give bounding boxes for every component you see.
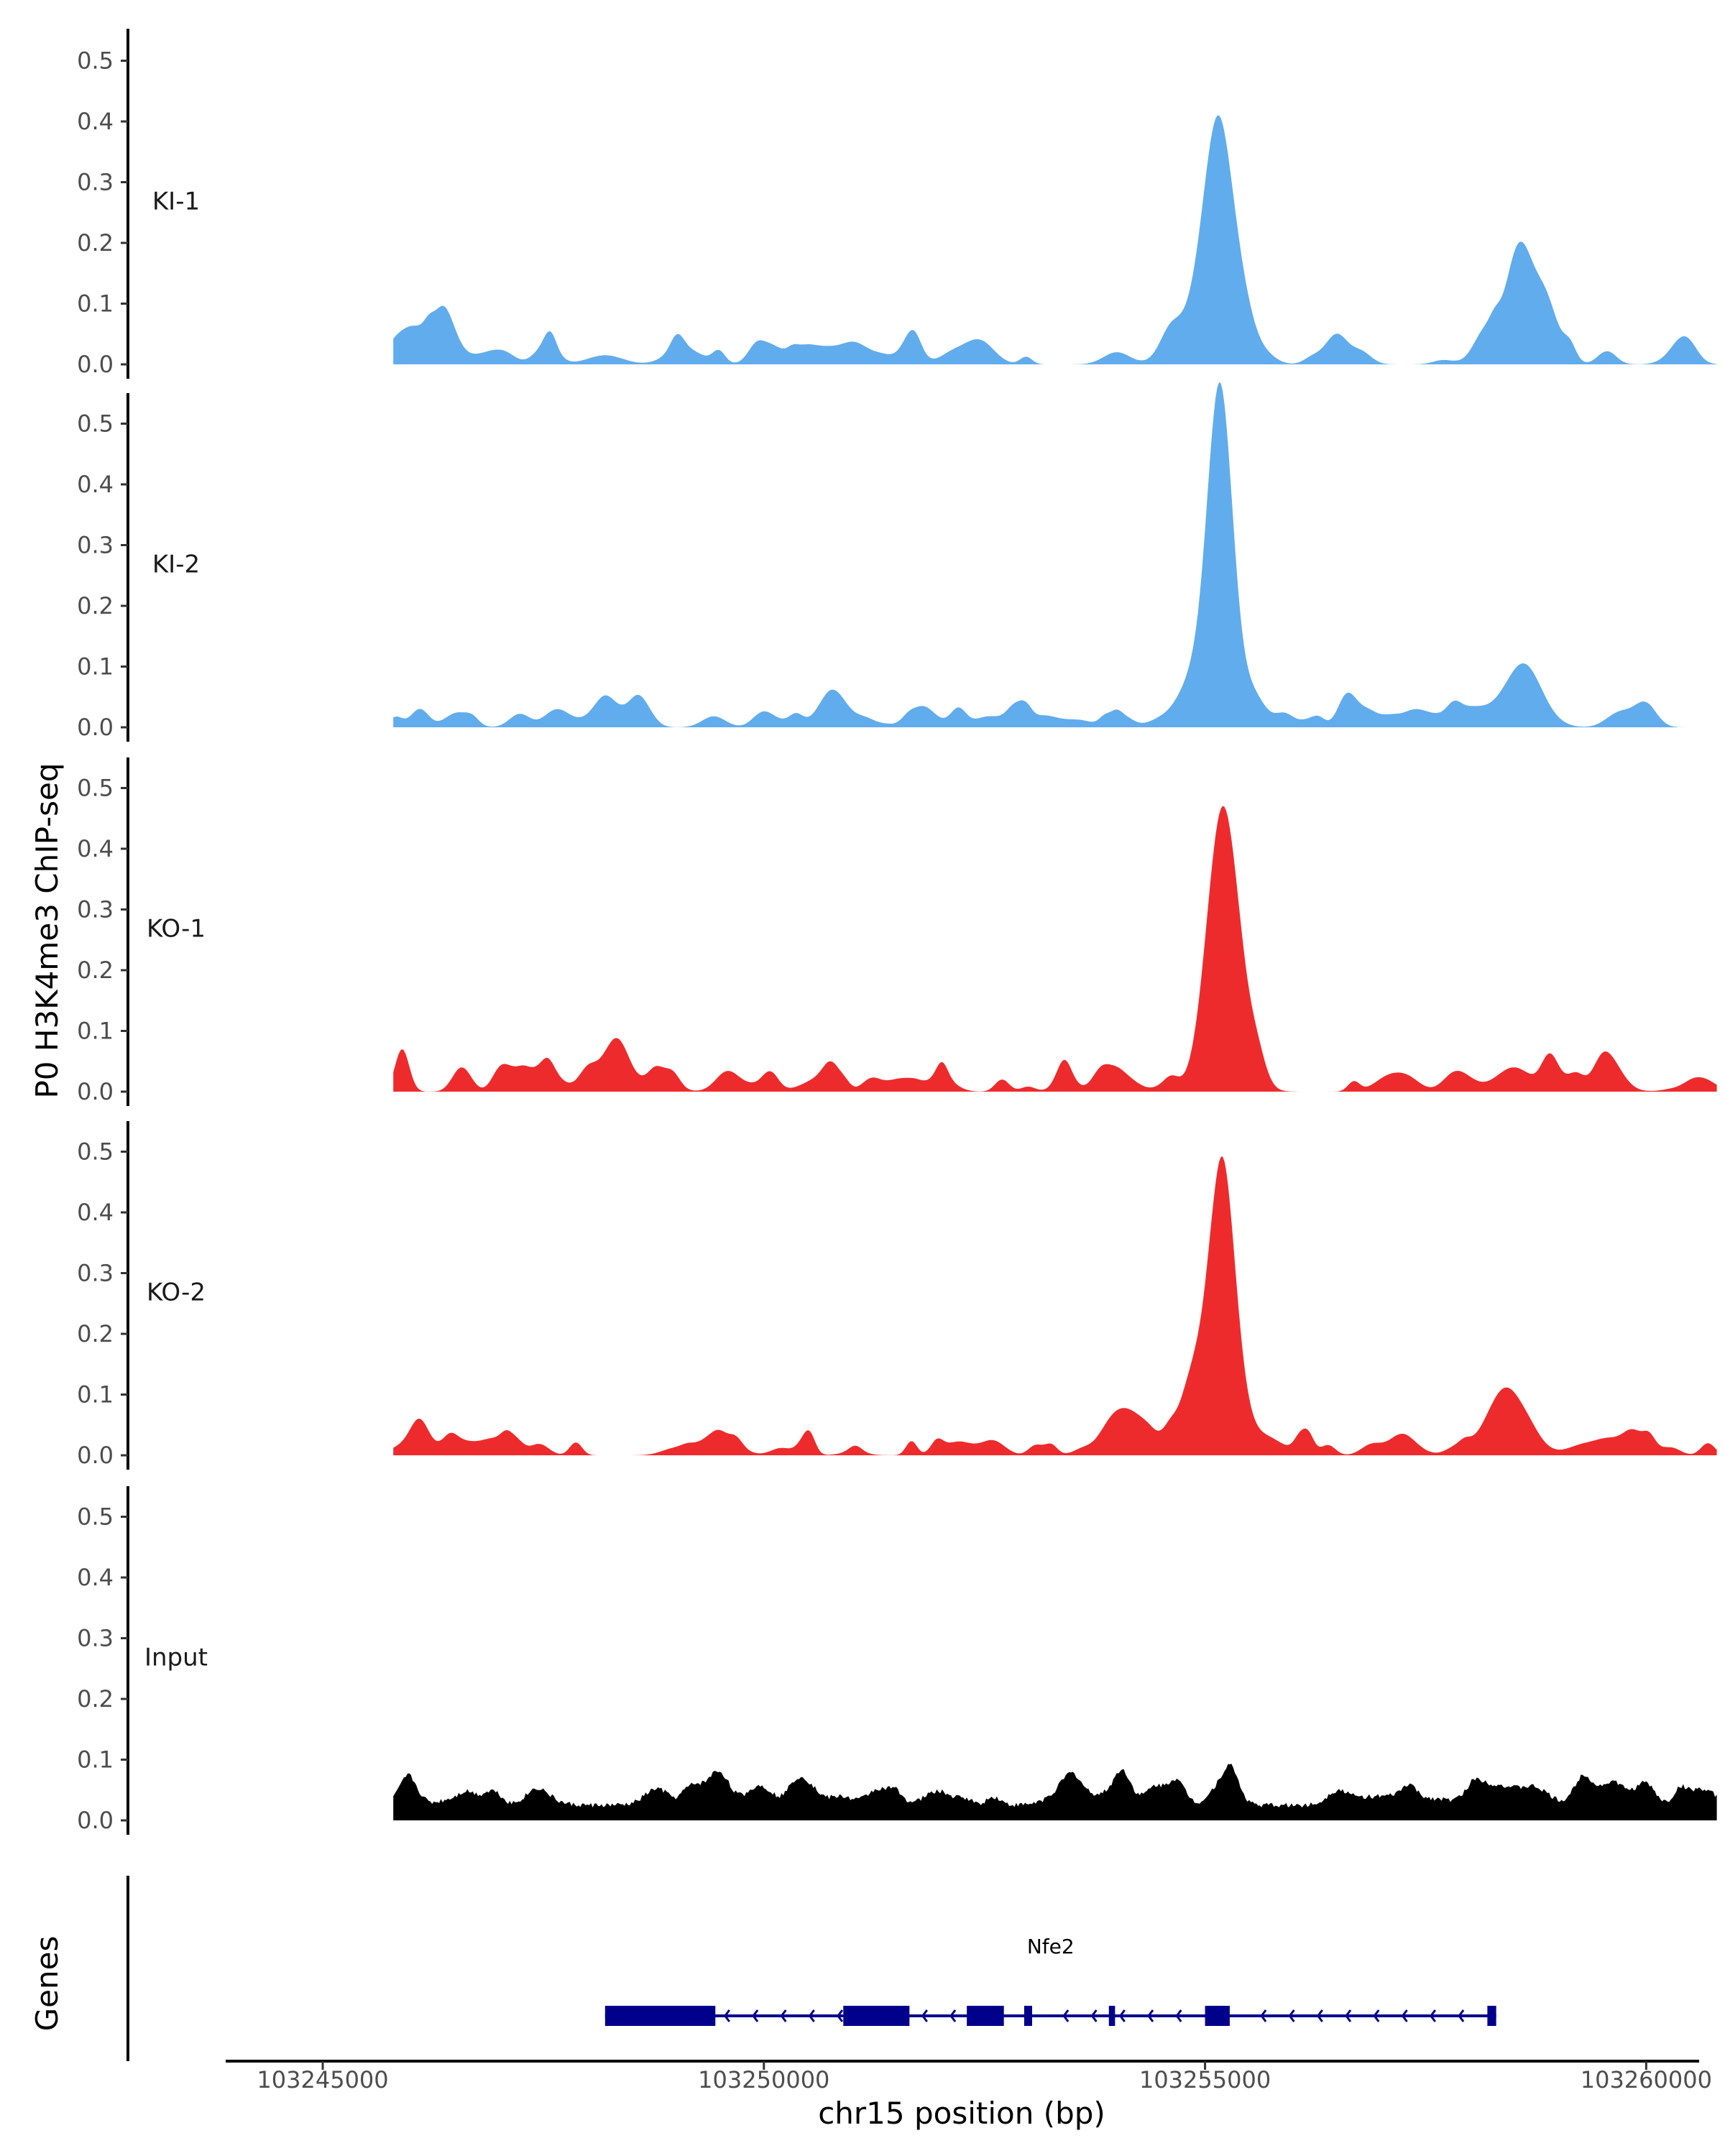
y-tick-label: 0.0	[77, 1078, 114, 1105]
gene-exon	[1024, 2006, 1032, 2026]
tracks-layer: 0.0 0.1 0.2 0.3 0.4 0.5 KI-1 0.0 0.1 0.2 0.3 0.4 0.5…	[77, 29, 1717, 1835]
x-axis-title: chr15 position (bp)	[818, 2096, 1105, 2131]
y-tick-label: 0.5	[77, 47, 114, 75]
y-tick-label: 0.1	[77, 1018, 114, 1045]
strand-arrow	[1288, 2009, 1295, 2022]
strand-arrow	[1345, 2009, 1352, 2022]
gene-exon	[1108, 2006, 1116, 2026]
strand-arrow	[780, 2009, 787, 2022]
gene-name-label: Nfe2	[1027, 1935, 1075, 1958]
track-ko-2: 0.0 0.1 0.2 0.3 0.4 0.5 KO-2	[77, 1121, 1717, 1470]
y-tick-label: 0.5	[77, 775, 114, 802]
y-tick-label: 0.1	[77, 1746, 114, 1774]
strand-arrow	[837, 2009, 844, 2022]
gene-exon	[1205, 2006, 1230, 2026]
y-tick-label: 0.2	[77, 957, 114, 984]
y-tick-label: 0.0	[77, 1442, 114, 1469]
y-tick-label: 0.4	[77, 835, 114, 862]
strand-arrow	[723, 2009, 730, 2022]
y-tick-label: 0.3	[77, 532, 114, 559]
strand-arrow	[1118, 2009, 1126, 2022]
y-tick-label: 0.5	[77, 410, 114, 438]
strand-arrow	[1260, 2009, 1267, 2022]
signal-area-ko-2	[393, 1156, 1717, 1455]
genes-axis-title: Genes	[29, 1936, 65, 2032]
gene-exon	[843, 2006, 910, 2026]
gene-exon	[967, 2006, 1004, 2026]
gene-exon	[1487, 2006, 1496, 2026]
x-tick-label: 103250000	[698, 2066, 829, 2093]
track-ki-2: 0.0 0.1 0.2 0.3 0.4 0.5 KI-2	[77, 382, 1717, 742]
y-tick-label: 0.3	[77, 169, 114, 196]
y-tick-label: 0.0	[77, 1807, 114, 1834]
track-label: Input	[144, 1644, 208, 1672]
gene-exon	[604, 2006, 716, 2026]
y-tick-label: 0.0	[77, 714, 114, 741]
y-tick-label: 0.2	[77, 1685, 114, 1713]
y-tick-label: 0.3	[77, 896, 114, 923]
y-tick-label: 0.1	[77, 290, 114, 318]
track-label: KI-2	[152, 550, 200, 579]
strand-arrow	[1090, 2009, 1098, 2022]
strand-arrow	[1175, 2009, 1182, 2022]
strand-arrow	[921, 2009, 928, 2022]
y-tick-label: 0.4	[77, 471, 114, 498]
strand-arrow	[1062, 2009, 1070, 2022]
signal-area-input	[393, 1764, 1717, 1820]
genes-panel: Nfe2	[126, 1876, 1496, 2061]
y-tick-label: 0.4	[77, 1564, 114, 1591]
track-ko-1: 0.0 0.1 0.2 0.3 0.4 0.5 KO-1	[77, 757, 1717, 1106]
strand-arrow	[1458, 2009, 1465, 2022]
track-label: KO-2	[147, 1279, 206, 1307]
y-tick-label: 0.2	[77, 592, 114, 619]
strand-arrow	[1429, 2009, 1437, 2022]
y-tick-label: 0.3	[77, 1260, 114, 1287]
y-tick-label: 0.5	[77, 1138, 114, 1166]
x-axis: 103245000 103250000 103255000 103260000	[226, 2060, 1712, 2093]
y-tick-label: 0.4	[77, 108, 114, 135]
strand-arrow	[1373, 2009, 1380, 2022]
y-tick-label: 0.5	[77, 1503, 114, 1531]
y-tick-label: 0.0	[77, 351, 114, 378]
strand-arrow	[1147, 2009, 1154, 2022]
x-tick-label: 103255000	[1139, 2066, 1271, 2093]
y-axis-title: P0 H3K4me3 ChIP-seq	[29, 763, 65, 1098]
strand-arrow	[949, 2009, 957, 2022]
y-tick-label: 0.4	[77, 1199, 114, 1226]
track-label: KI-1	[152, 188, 200, 216]
track-label: KO-1	[147, 915, 206, 944]
y-tick-label: 0.1	[77, 1381, 114, 1409]
signal-area-ko-1	[393, 806, 1717, 1092]
signal-area-ki-1	[393, 115, 1717, 364]
signal-area-ki-2	[393, 382, 1717, 727]
y-tick-label: 0.1	[77, 653, 114, 681]
track-input: 0.0 0.1 0.2 0.3 0.4 0.5 Input	[77, 1486, 1717, 1835]
strand-arrow	[1401, 2009, 1408, 2022]
track-ki-1: 0.0 0.1 0.2 0.3 0.4 0.5 KI-1	[77, 29, 1717, 379]
x-tick-label: 103245000	[257, 2066, 388, 2093]
x-tick-label: 103260000	[1581, 2066, 1712, 2093]
y-tick-label: 0.2	[77, 1320, 114, 1348]
strand-arrow	[1316, 2009, 1323, 2022]
strand-arrow	[808, 2009, 815, 2022]
y-tick-label: 0.2	[77, 229, 114, 257]
y-tick-label: 0.3	[77, 1625, 114, 1652]
strand-arrow	[752, 2009, 759, 2022]
